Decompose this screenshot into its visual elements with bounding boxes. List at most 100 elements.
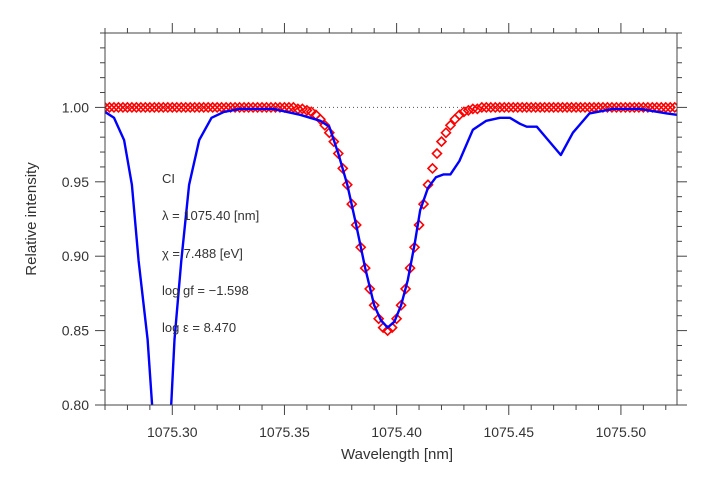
model-point <box>601 101 614 114</box>
model-point <box>534 101 546 114</box>
model-point <box>323 127 335 139</box>
model-point <box>485 101 497 114</box>
model-point <box>126 101 138 114</box>
model-point <box>148 101 160 114</box>
annotation-species: CI <box>162 171 175 186</box>
model-point <box>224 101 237 114</box>
observed-spectrum-path <box>105 107 677 405</box>
model-point <box>105 101 116 114</box>
model-point <box>238 101 250 114</box>
model-point <box>664 101 676 114</box>
model-point <box>543 101 555 114</box>
observed-spectrum-line <box>105 107 677 405</box>
y-axis-label: Relative intensity <box>23 162 40 276</box>
y-tick-label: 0.90 <box>62 248 89 264</box>
annotation-excitation: χ = 7.488 [eV] <box>162 246 243 261</box>
model-point <box>507 101 519 114</box>
model-point <box>530 101 542 114</box>
model-point <box>105 101 111 114</box>
model-point <box>373 313 385 325</box>
model-point <box>565 101 578 114</box>
model-point <box>364 283 376 295</box>
model-point <box>193 101 205 114</box>
model-point <box>408 241 421 253</box>
model-point <box>242 101 255 114</box>
x-axis-label: Wavelength [nm] <box>341 446 453 463</box>
model-point <box>489 101 501 114</box>
model-point <box>561 101 573 114</box>
model-point <box>606 101 618 114</box>
x-tick-label: 1075.35 <box>259 424 310 440</box>
model-diamond-markers <box>105 101 677 337</box>
model-point <box>512 101 524 114</box>
model-point <box>642 101 654 114</box>
annotation-abundance: log ε = 8.470 <box>162 320 236 335</box>
model-point <box>628 101 641 114</box>
model-point <box>399 283 412 295</box>
model-point <box>305 106 317 118</box>
model-point <box>615 101 627 114</box>
model-point <box>301 104 313 117</box>
model-point <box>453 109 466 121</box>
model-point <box>368 299 380 311</box>
model-point <box>669 101 677 114</box>
model-point <box>458 106 470 118</box>
model-point <box>633 101 645 114</box>
y-tick-label: 0.85 <box>62 323 89 339</box>
model-point <box>135 101 147 114</box>
model-point <box>274 101 286 114</box>
model-point <box>108 101 120 114</box>
model-point <box>619 101 632 114</box>
model-point <box>314 113 326 125</box>
model-point <box>157 101 169 114</box>
y-tick-label: 0.80 <box>62 397 89 413</box>
model-point <box>660 101 672 114</box>
model-point <box>480 101 492 114</box>
model-point <box>444 119 457 131</box>
model-point <box>467 103 479 115</box>
model-point <box>516 101 528 114</box>
model-point <box>251 101 264 114</box>
x-tick-label: 1075.50 <box>596 424 647 440</box>
model-point <box>624 101 636 114</box>
x-tick-label: 1075.45 <box>483 424 534 440</box>
x-tick-labels: 1075.30 1075.35 1075.40 1075.45 1075.50 <box>147 424 646 440</box>
x-tick-label: 1075.30 <box>147 424 198 440</box>
model-point <box>417 198 430 210</box>
model-point <box>319 119 331 131</box>
model-point <box>440 127 452 139</box>
plot-frame <box>104 32 678 406</box>
model-point <box>503 101 515 114</box>
model-point <box>171 101 183 114</box>
model-point <box>539 101 551 114</box>
model-point <box>471 103 483 115</box>
model-point <box>130 101 143 114</box>
model-point <box>382 324 394 337</box>
model-point <box>579 101 591 114</box>
model-point <box>256 101 268 114</box>
annotation-loggf: log gf = −1.598 <box>162 283 249 298</box>
model-point <box>166 101 178 114</box>
model-point <box>521 101 533 114</box>
model-point <box>144 101 156 114</box>
model-point <box>462 104 475 117</box>
model-point <box>395 299 407 311</box>
model-point <box>431 147 443 160</box>
model-point <box>202 101 214 114</box>
x-tick-label: 1075.40 <box>371 424 422 440</box>
model-point <box>413 219 425 231</box>
model-point <box>556 101 569 114</box>
model-point <box>426 162 439 175</box>
y-tick-label: 0.95 <box>62 174 89 190</box>
model-point <box>552 101 564 114</box>
model-point <box>139 101 152 114</box>
model-point <box>207 101 219 114</box>
model-point <box>498 101 510 114</box>
model-point <box>570 101 582 114</box>
model-point <box>112 101 125 114</box>
model-point <box>117 101 129 114</box>
model-point <box>637 101 649 114</box>
y-tick-label: 1.00 <box>62 99 89 115</box>
model-point <box>328 135 340 148</box>
